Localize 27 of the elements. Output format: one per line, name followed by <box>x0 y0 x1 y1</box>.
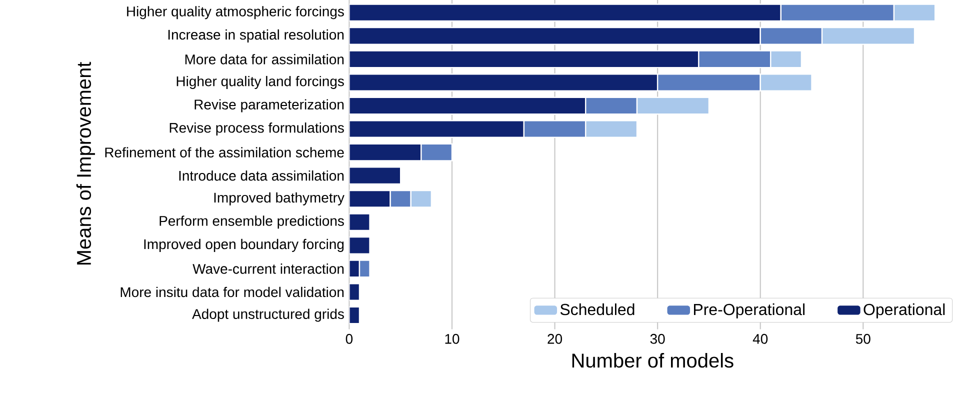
x-tick-label: 40 <box>752 334 768 344</box>
y-tick-label: More insitu data for model validation <box>120 286 344 298</box>
x-tick-label: 10 <box>445 334 460 344</box>
y-tick-label: More data for assimilation <box>185 54 344 64</box>
y-tick-label: Improved open boundary forcing <box>144 238 344 252</box>
y-tick-label: Introduce data assimilation <box>179 170 344 181</box>
y-tick-label: Higher quality atmospheric forcings <box>127 6 344 20</box>
bar <box>349 213 370 232</box>
x-tick-label: 0 <box>346 334 353 344</box>
y-tick-label: Adopt unstructured grids <box>192 308 344 322</box>
y-tick-label: Increase in spatial resolution <box>168 29 344 42</box>
legend-label: Operational <box>864 303 945 318</box>
y-tick-label: Revise parameterization <box>194 99 344 112</box>
y-tick-label: Perform ensemble predictions <box>160 216 344 229</box>
x-tick-label: 50 <box>856 334 870 344</box>
bar <box>349 166 402 184</box>
x-tick-label: 30 <box>650 334 665 344</box>
legend-label: Pre-Operational <box>694 303 804 318</box>
y-tick-label: Revise process formulations <box>170 122 344 136</box>
y-tick-label: Wave-current interaction <box>192 263 344 274</box>
y-tick-label: Higher quality land forcings <box>176 76 344 89</box>
x-tick-label: 20 <box>548 334 562 344</box>
x-axis-title: Number of models <box>572 352 734 368</box>
y-tick-label: Improved bathymetry <box>214 192 344 206</box>
y-axis-title: Means of Improvement <box>76 62 95 264</box>
y-tick-label: Refinement of the assimilation scheme <box>105 147 344 158</box>
legend-label: Scheduled <box>560 303 634 316</box>
